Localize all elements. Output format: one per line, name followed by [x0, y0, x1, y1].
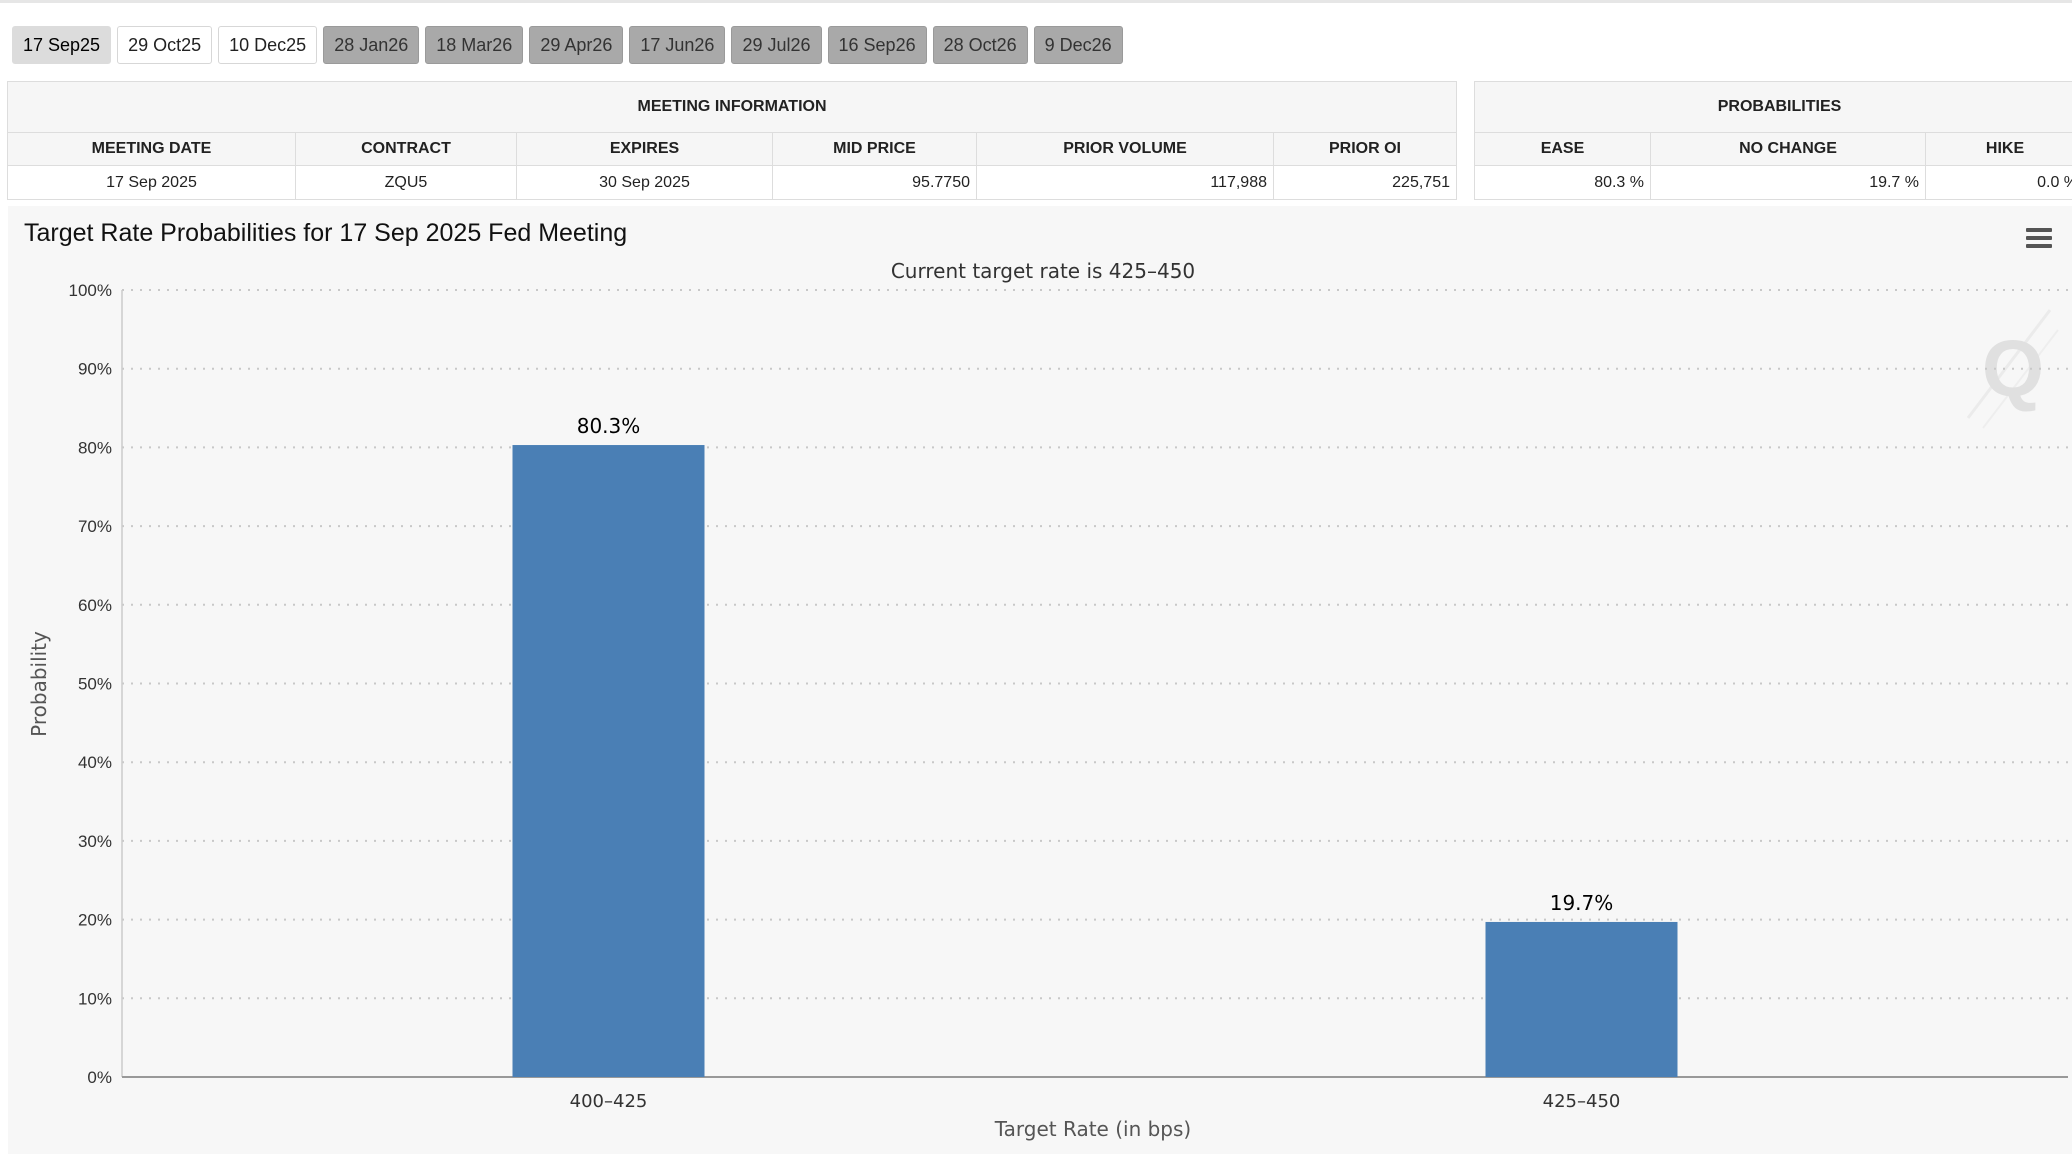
y-tick-label: 60%	[78, 596, 112, 615]
tab-29-apr26[interactable]: 29 Apr26	[529, 26, 624, 64]
y-axis-tick-labels: 0% 10% 20% 30% 40% 50% 60% 70% 80% 90% 100%	[69, 281, 112, 1087]
y-tick-label: 10%	[78, 989, 112, 1008]
cell-prior-oi: 225,751	[1273, 165, 1457, 200]
header-no-change: NO CHANGE	[1650, 132, 1926, 166]
tab-29-oct25[interactable]: 29 Oct25	[117, 26, 213, 64]
top-border	[0, 0, 2072, 3]
tab-16-sep26[interactable]: 16 Sep26	[827, 26, 927, 64]
bar-1[interactable]	[512, 445, 705, 1077]
y-tick-label: 90%	[78, 360, 112, 379]
header-ease: EASE	[1474, 132, 1651, 166]
cell-expires: 30 Sep 2025	[516, 165, 773, 200]
probabilities-table: PROBABILITIES EASE NO CHANGE HIKE 80.3 %…	[1473, 81, 2072, 200]
y-tick-label: 80%	[78, 438, 112, 457]
header-mid-price: MID PRICE	[772, 132, 977, 166]
header-contract: CONTRACT	[295, 132, 517, 166]
header-meeting-date: MEETING DATE	[7, 132, 296, 166]
y-tick-label: 0%	[87, 1068, 112, 1087]
cell-mid-price: 95.7750	[772, 165, 977, 200]
table-row: 17 Sep 2025 ZQU5 30 Sep 2025 95.7750 117…	[7, 165, 1457, 200]
bar-2[interactable]	[1485, 921, 1678, 1077]
y-tick-label: 30%	[78, 832, 112, 851]
table-row: 80.3 % 19.7 % 0.0 %	[1474, 165, 2072, 200]
tab-29-jul26[interactable]: 29 Jul26	[731, 26, 822, 64]
y-tick-label: 20%	[78, 911, 112, 930]
x-tick-label: 425–450	[1543, 1091, 1621, 1112]
cell-ease: 80.3 %	[1474, 165, 1651, 200]
x-tick-label: 400–425	[570, 1091, 648, 1112]
probabilities-title: PROBABILITIES	[1473, 81, 2072, 133]
chart-title: Target Rate Probabilities for 17 Sep 202…	[24, 219, 627, 247]
cell-hike: 0.0 %	[1924, 165, 2072, 200]
header-hike: HIKE	[1924, 132, 2072, 166]
meeting-information-table: MEETING INFORMATION MEETING DATE CONTRAC…	[7, 81, 1457, 200]
y-tick-label: 100%	[69, 281, 112, 300]
header-prior-oi: PRIOR OI	[1273, 132, 1457, 166]
tab-28-oct26[interactable]: 28 Oct26	[932, 26, 1028, 64]
y-tick-label: 50%	[78, 675, 112, 694]
header-prior-volume: PRIOR VOLUME	[976, 132, 1274, 166]
chart-panel: Target Rate Probabilities for 17 Sep 202…	[8, 206, 2072, 1154]
bar-chart: Target Rate Probabilities for 17 Sep 202…	[24, 219, 2068, 1141]
grid-lines	[122, 289, 2068, 1000]
bars: 80.3% 400–425 19.7% 425–450	[512, 414, 1678, 1112]
y-axis-title: Probability	[27, 631, 51, 737]
chart-subtitle: Current target rate is 425–450	[891, 259, 1195, 283]
x-axis-title: Target Rate (in bps)	[994, 1117, 1191, 1141]
tab-10-dec25[interactable]: 10 Dec25	[218, 26, 318, 64]
meeting-information-title: MEETING INFORMATION	[7, 81, 1457, 133]
tab-9-dec26[interactable]: 9 Dec26	[1033, 26, 1123, 64]
cell-meeting-date: 17 Sep 2025	[7, 165, 296, 200]
data-label: 80.3%	[577, 414, 641, 438]
data-label: 19.7%	[1550, 891, 1614, 915]
hamburger-menu-icon[interactable]	[2018, 226, 2054, 254]
header-expires: EXPIRES	[516, 132, 773, 166]
tab-18-mar26[interactable]: 18 Mar26	[425, 26, 524, 64]
meeting-date-tabs: 17 Sep25 29 Oct25 10 Dec25 28 Jan26 18 M…	[12, 26, 1123, 64]
y-tick-label: 70%	[78, 517, 112, 536]
tab-17-jun26[interactable]: 17 Jun26	[629, 26, 726, 64]
cell-no-change: 19.7 %	[1650, 165, 1926, 200]
cell-prior-volume: 117,988	[976, 165, 1274, 200]
tab-17-sep25[interactable]: 17 Sep25	[12, 26, 112, 64]
cell-contract: ZQU5	[295, 165, 517, 200]
tab-28-jan26[interactable]: 28 Jan26	[323, 26, 420, 64]
y-tick-label: 40%	[78, 753, 112, 772]
